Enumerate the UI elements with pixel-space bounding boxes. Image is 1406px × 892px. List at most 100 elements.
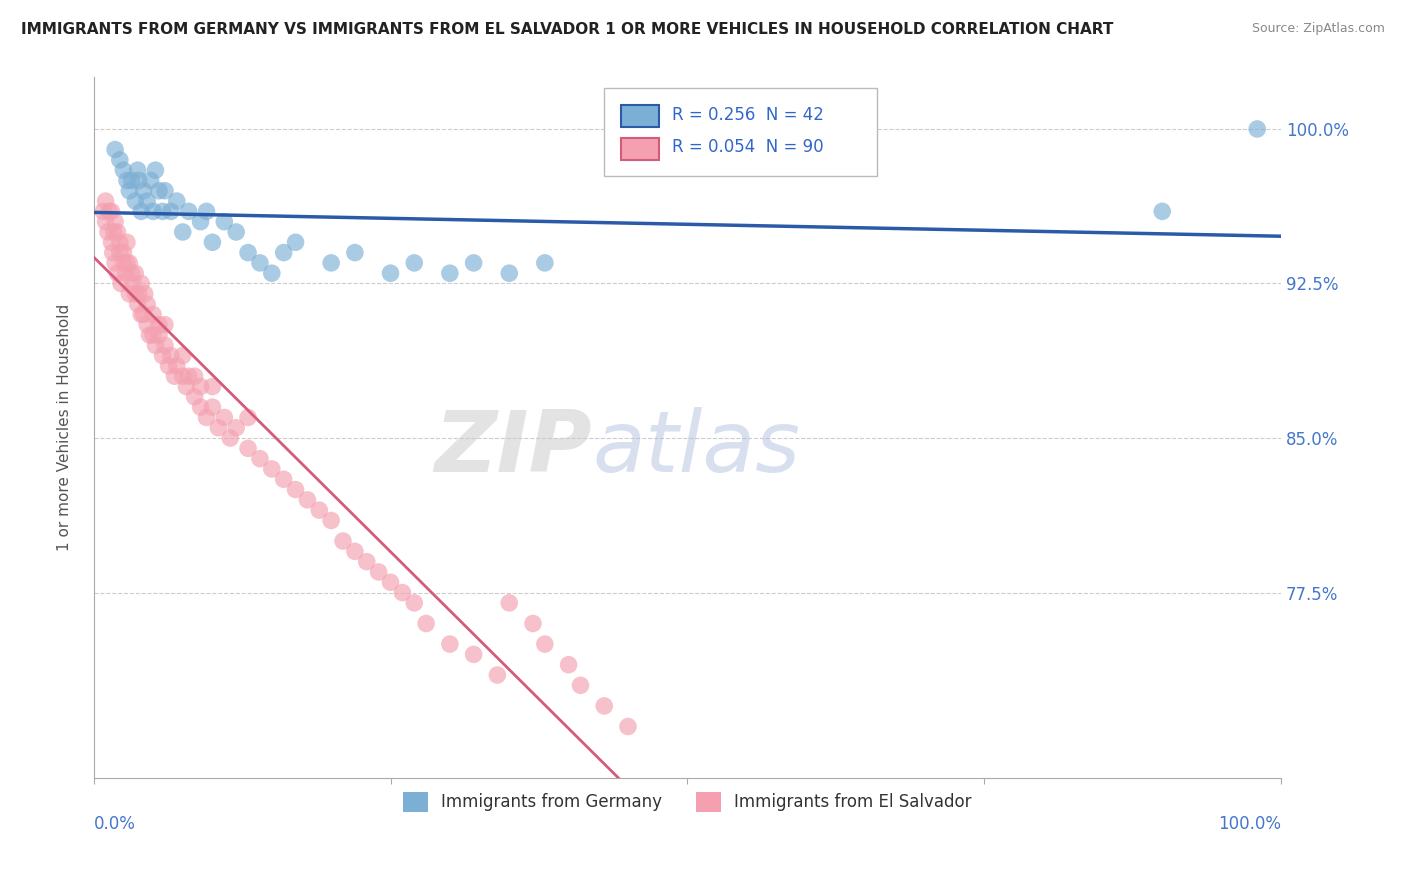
Point	[121, 173, 143, 187]
Point	[236, 245, 259, 260]
Point	[122, 277, 145, 291]
Point	[172, 369, 194, 384]
Point	[190, 400, 212, 414]
Point	[343, 245, 366, 260]
Point	[404, 596, 426, 610]
Point	[332, 534, 354, 549]
Point	[367, 565, 389, 579]
Point	[129, 204, 152, 219]
Point	[136, 194, 159, 208]
Point	[142, 307, 165, 321]
Point	[356, 555, 378, 569]
Point	[112, 245, 135, 260]
Point	[153, 338, 176, 352]
Point	[391, 585, 413, 599]
Point	[132, 184, 155, 198]
Point	[201, 379, 224, 393]
Point	[380, 266, 402, 280]
Point	[486, 668, 509, 682]
Point	[145, 338, 167, 352]
Point	[124, 266, 146, 280]
Point	[110, 277, 132, 291]
Point	[321, 256, 343, 270]
Point	[439, 266, 461, 280]
Point	[107, 225, 129, 239]
Point	[557, 657, 579, 672]
Point	[617, 719, 640, 733]
Point	[522, 616, 544, 631]
Point	[134, 286, 156, 301]
Point	[190, 215, 212, 229]
Point	[115, 173, 138, 187]
Point	[100, 235, 122, 250]
Point	[138, 328, 160, 343]
Point	[115, 256, 138, 270]
Point	[104, 215, 127, 229]
Point	[129, 277, 152, 291]
Point	[166, 194, 188, 208]
Point	[115, 235, 138, 250]
Text: IMMIGRANTS FROM GERMANY VS IMMIGRANTS FROM EL SALVADOR 1 OR MORE VEHICLES IN HOU: IMMIGRANTS FROM GERMANY VS IMMIGRANTS FR…	[21, 22, 1114, 37]
Point	[201, 235, 224, 250]
Point	[260, 266, 283, 280]
Y-axis label: 1 or more Vehicles in Household: 1 or more Vehicles in Household	[58, 304, 72, 551]
Point	[114, 266, 136, 280]
Point	[308, 503, 330, 517]
Point	[415, 616, 437, 631]
Point	[104, 256, 127, 270]
Point	[136, 297, 159, 311]
Text: atlas: atlas	[592, 408, 800, 491]
Point	[128, 286, 150, 301]
Point	[321, 513, 343, 527]
Point	[101, 245, 124, 260]
Point	[91, 204, 114, 219]
Point	[108, 235, 131, 250]
Point	[177, 204, 200, 219]
Point	[142, 204, 165, 219]
Point	[498, 596, 520, 610]
Point	[219, 431, 242, 445]
Point	[1246, 122, 1268, 136]
Point	[172, 225, 194, 239]
Point	[534, 637, 557, 651]
Point	[534, 256, 557, 270]
Legend: Immigrants from Germany, Immigrants from El Salvador: Immigrants from Germany, Immigrants from…	[396, 785, 979, 819]
Point	[273, 472, 295, 486]
Text: Source: ZipAtlas.com: Source: ZipAtlas.com	[1251, 22, 1385, 36]
Point	[172, 349, 194, 363]
Point	[166, 359, 188, 373]
Point	[177, 369, 200, 384]
Text: 0.0%: 0.0%	[94, 815, 135, 833]
Text: 100.0%: 100.0%	[1218, 815, 1281, 833]
FancyBboxPatch shape	[605, 88, 877, 176]
Point	[498, 266, 520, 280]
Point	[98, 204, 121, 219]
Point	[118, 286, 141, 301]
Point	[97, 225, 120, 239]
Point	[148, 318, 170, 332]
Point	[160, 349, 183, 363]
Point	[124, 194, 146, 208]
Point	[124, 286, 146, 301]
Point	[103, 225, 125, 239]
Point	[593, 698, 616, 713]
Point	[148, 184, 170, 198]
Point	[195, 410, 218, 425]
Point	[1152, 204, 1174, 219]
Point	[127, 297, 149, 311]
Point	[284, 235, 307, 250]
Point	[100, 204, 122, 219]
Point	[118, 256, 141, 270]
Point	[249, 451, 271, 466]
Point	[190, 379, 212, 393]
Point	[284, 483, 307, 497]
Text: ZIP: ZIP	[434, 408, 592, 491]
Point	[127, 163, 149, 178]
Point	[225, 225, 247, 239]
Point	[236, 442, 259, 456]
Point	[153, 184, 176, 198]
Point	[112, 163, 135, 178]
Point	[195, 204, 218, 219]
Point	[214, 410, 236, 425]
Point	[152, 204, 174, 219]
